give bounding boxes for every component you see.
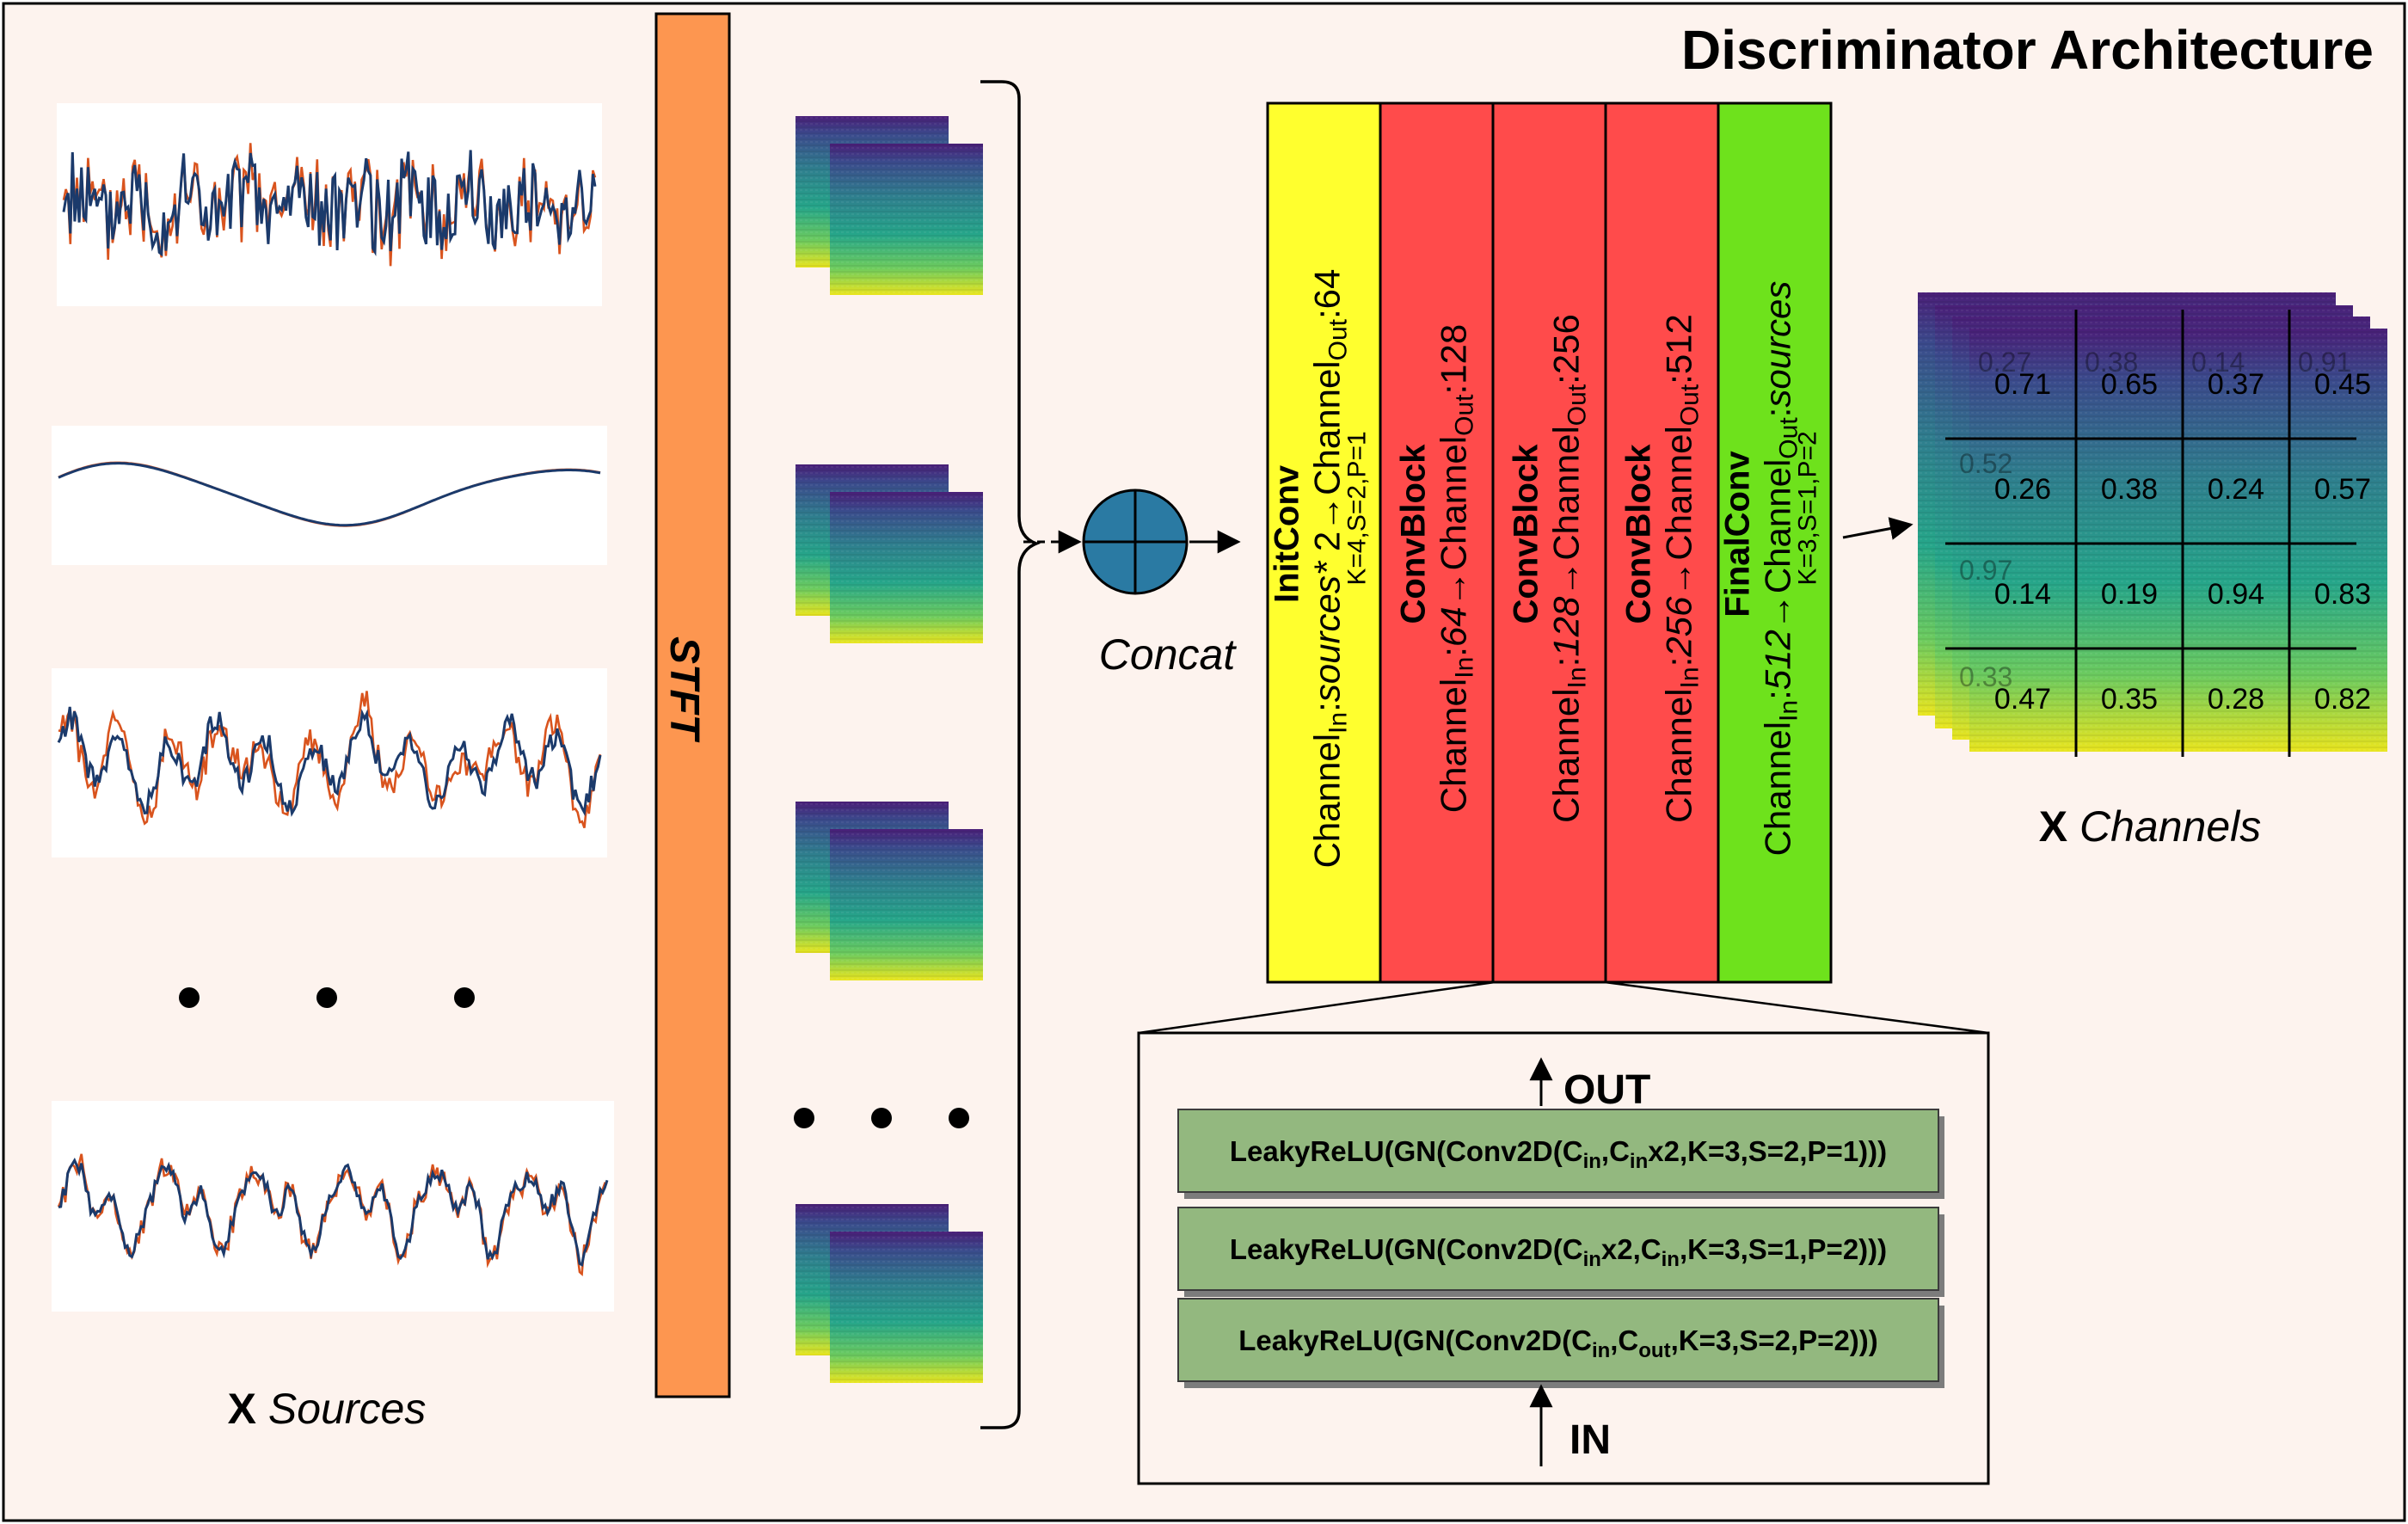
- block-params: K=3,S=1,P=2: [1794, 431, 1822, 585]
- back-matrix-value: 0.14: [2191, 347, 2245, 378]
- waveform-panel: [52, 668, 607, 857]
- convblock-layer-3: [1177, 1298, 1939, 1382]
- back-matrix-value: 0.27: [1978, 347, 2031, 378]
- block-initconv-0: [1266, 101, 1382, 984]
- layer-formula: LeakyReLU(GN(Conv2D(Cinx2,Cin,K=3,S=1,P=…: [1230, 1233, 1887, 1271]
- output-matrix-cell: 0.19: [2101, 578, 2158, 611]
- back-matrix-value: 0.38: [2085, 347, 2138, 378]
- waveform-panel: [52, 426, 607, 565]
- spectrogram-stack: [796, 116, 983, 1383]
- convblock-layer-1: [1177, 1109, 1939, 1193]
- output-matrix-cell: 0.94: [2208, 578, 2264, 611]
- channels-label: X Channels: [2039, 802, 2262, 851]
- stft-label: STFT: [661, 636, 707, 743]
- waveform-blue: [58, 462, 601, 527]
- concat-brace: [980, 80, 1041, 1429]
- zoom-line-right: [1604, 980, 1989, 1035]
- output-matrix-cell: 0.83: [2314, 578, 2371, 611]
- waveform-blue: [57, 706, 602, 817]
- concat-label: Concat: [1099, 630, 1238, 679]
- output-matrix-cell: 0.28: [2208, 683, 2264, 716]
- block-channels: ChannelIn:128→ChannelOut:256: [1546, 314, 1592, 823]
- diagram-title: Discriminator Architecture: [1681, 19, 2374, 81]
- source-waveforms: [52, 103, 614, 1312]
- block-convblock-2: [1491, 101, 1607, 984]
- stft-block: [654, 12, 731, 1398]
- block-convblock-3: [1604, 101, 1720, 984]
- output-matrix-cell: 0.82: [2314, 683, 2371, 716]
- convblock-layer-2: [1177, 1207, 1939, 1291]
- output-matrix-cell: 0.57: [2314, 473, 2371, 506]
- block-params: K=4,S=2,P=1: [1343, 431, 1372, 585]
- block-channels: ChannelIn:sources* 2→ChannelOut:64: [1307, 269, 1353, 869]
- block-channels: ChannelIn:64→ChannelOut:128: [1434, 324, 1479, 813]
- output-channel-stack: 0.27 0.38 0.14 0.91 0.52 0.97 0.33 0.71 0.65 0.37…: [1918, 292, 2387, 757]
- block-channels: ChannelIn:256→ChannelOut:512: [1659, 314, 1705, 823]
- block-channels: ChannelIn:512→ChannelOut:sources: [1758, 281, 1803, 857]
- convblock-layers: LeakyReLU(GN(Conv2D(Cin,Cinx2,K=3,S=2,P=…: [1177, 1109, 1944, 1388]
- waveform-panel: [52, 1101, 614, 1312]
- output-matrix-cell: 0.37: [2208, 368, 2264, 401]
- output-matrix-cell: 0.65: [2101, 368, 2158, 401]
- output-matrix-cell: 0.24: [2208, 473, 2264, 506]
- blocks-to-output-arrow: [1842, 517, 1914, 540]
- concat-symbol: [1082, 489, 1189, 595]
- layer-formula: LeakyReLU(GN(Conv2D(Cin,Cinx2,K=3,S=2,P=…: [1230, 1135, 1887, 1173]
- output-matrix-cell: 0.35: [2101, 683, 2158, 716]
- sources-ellipsis: [179, 987, 475, 1008]
- output-matrix-cell: 0.71: [1994, 368, 2051, 401]
- in-label: IN: [1570, 1417, 1611, 1463]
- output-matrix-cell: 0.47: [1994, 683, 2051, 716]
- block-convblock-1: [1379, 101, 1495, 984]
- block-name: InitConv: [1268, 464, 1306, 603]
- back-matrix-value: 0.97: [1959, 555, 2012, 586]
- block-name: ConvBlock: [1508, 444, 1545, 624]
- sources-label: X Sources: [228, 1385, 427, 1433]
- back-matrix-value: 0.91: [2298, 347, 2351, 378]
- out-label: OUT: [1563, 1067, 1650, 1113]
- back-matrix-value: 0.33: [1959, 661, 2012, 692]
- output-matrix-cell: 0.38: [2101, 473, 2158, 506]
- back-matrix-value: 0.52: [1959, 448, 2012, 479]
- block-name: ConvBlock: [1620, 444, 1658, 624]
- zoom-line-left: [1138, 980, 1496, 1035]
- layer-formula: LeakyReLU(GN(Conv2D(Cin,Cout,K=3,S=2,P=2…: [1238, 1324, 1878, 1362]
- spectrogram-ellipsis: [794, 1108, 969, 1128]
- output-matrix-cell: 0.26: [1994, 473, 2051, 506]
- output-matrix-cell: 0.45: [2314, 368, 2371, 401]
- output-matrix-cell: 0.14: [1994, 578, 2051, 611]
- block-name: FinalConv: [1719, 451, 1757, 618]
- waveform-panel: [57, 103, 602, 306]
- waveform-blue: [58, 1157, 609, 1267]
- waveform-blue: [62, 150, 597, 257]
- block-finalconv-4: [1717, 101, 1833, 984]
- block-name: ConvBlock: [1395, 444, 1433, 624]
- waveform-orange: [58, 691, 602, 829]
